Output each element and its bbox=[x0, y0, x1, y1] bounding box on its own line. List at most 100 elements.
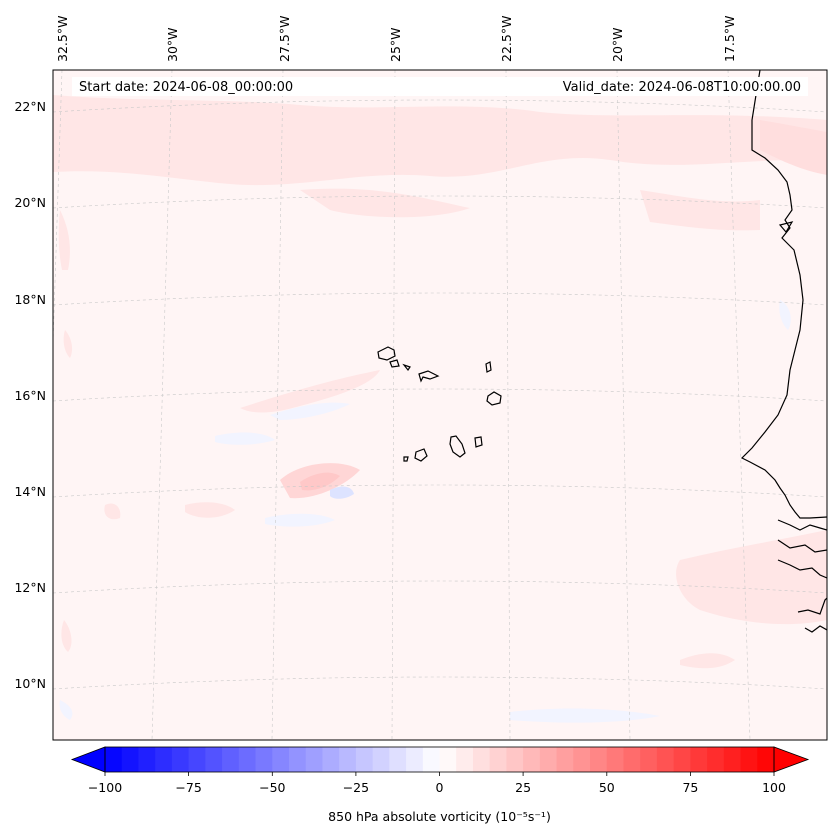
vorticity-patch bbox=[185, 502, 235, 518]
island-santiago bbox=[449, 435, 466, 458]
vorticity-patch bbox=[61, 620, 72, 652]
header-background bbox=[72, 77, 808, 96]
lon-tick-label: 17.5°W bbox=[722, 16, 737, 62]
lat-tick-labels: 22°N 20°N 18°N 16°N 14°N 12°N 10°N bbox=[14, 99, 46, 691]
colorbar-segment bbox=[339, 747, 357, 772]
colorbar-segment bbox=[439, 747, 457, 772]
colorbar-segment bbox=[506, 747, 524, 772]
colorbar-segment bbox=[105, 747, 123, 772]
island-santa-luzia bbox=[402, 363, 411, 372]
lat-tick-label: 16°N bbox=[14, 388, 46, 403]
colorbar-segment bbox=[690, 747, 708, 772]
vorticity-patch bbox=[680, 653, 735, 669]
island-sal bbox=[485, 361, 492, 373]
colorbar-segment bbox=[205, 747, 223, 772]
lon-tick-label: 25°W bbox=[388, 27, 403, 62]
colorbar-segment bbox=[673, 747, 691, 772]
colorbar-tick-label: 100 bbox=[762, 780, 786, 795]
west-africa-coastline bbox=[777, 539, 827, 553]
valid-date-label: Valid_date: 2024-06-08T10:00:00.00 bbox=[563, 80, 801, 95]
colorbar-segment bbox=[355, 747, 374, 772]
lon-tick-label: 30°W bbox=[165, 27, 180, 62]
vorticity-patch bbox=[779, 300, 791, 330]
colorbar-segment bbox=[707, 747, 725, 772]
colorbar-segment bbox=[372, 747, 390, 772]
colorbar-segment bbox=[188, 747, 206, 772]
lon-tick-label: 32.5°W bbox=[55, 16, 70, 62]
vorticity-patch bbox=[330, 486, 354, 499]
colorbar-segment bbox=[590, 747, 608, 772]
colorbar-segment bbox=[573, 747, 591, 772]
coastlines bbox=[377, 70, 827, 633]
lon-tick-label: 22.5°W bbox=[499, 16, 514, 62]
colorbar-segment bbox=[539, 747, 558, 772]
colorbar-segment bbox=[322, 747, 340, 772]
vorticity-patch bbox=[510, 708, 660, 723]
island-maio bbox=[474, 436, 483, 448]
lat-tick-label: 22°N bbox=[14, 99, 46, 114]
vorticity-patch bbox=[270, 402, 350, 420]
island-fogo bbox=[414, 448, 428, 462]
vorticity-patch bbox=[300, 188, 470, 218]
vorticity-patch bbox=[760, 120, 827, 175]
island-brava bbox=[403, 456, 409, 462]
colorbar-tick-label: 0 bbox=[436, 780, 444, 795]
colorbar-segment bbox=[138, 747, 156, 772]
vorticity-patch bbox=[63, 330, 73, 358]
vorticity-patch bbox=[640, 190, 760, 231]
colorbar: −100 −75 −50 −25 0 25 50 75 100 850 hPa … bbox=[70, 746, 810, 824]
west-africa-coastline bbox=[797, 597, 827, 615]
west-africa-coastline bbox=[777, 519, 827, 531]
vorticity-patch bbox=[58, 210, 70, 270]
colorbar-segment bbox=[623, 747, 641, 772]
lat-tick-label: 20°N bbox=[14, 195, 46, 210]
colorbar-segment bbox=[523, 747, 541, 772]
island-bijagos bbox=[778, 221, 794, 234]
colorbar-tick-label: −25 bbox=[343, 780, 369, 795]
colorbar-title: 850 hPa absolute vorticity (10⁻⁵s⁻¹) bbox=[328, 809, 551, 824]
lon-tick-label: 27.5°W bbox=[277, 16, 292, 62]
colorbar-segment bbox=[272, 747, 290, 772]
colorbar-segment bbox=[723, 747, 742, 772]
lat-tick-label: 12°N bbox=[14, 580, 46, 595]
vorticity-patch bbox=[215, 432, 275, 445]
colorbar-segments bbox=[105, 747, 775, 772]
colorbar-tick-label: −50 bbox=[259, 780, 285, 795]
colorbar-extend-min bbox=[70, 746, 106, 773]
colorbar-segment bbox=[640, 747, 658, 772]
colorbar-ticks bbox=[104, 772, 775, 776]
lat-tick-label: 14°N bbox=[14, 484, 46, 499]
colorbar-segment bbox=[740, 747, 758, 772]
colorbar-segment bbox=[556, 747, 574, 772]
map-frame bbox=[52, 69, 828, 741]
colorbar-segment bbox=[171, 747, 190, 772]
west-africa-coastline bbox=[777, 559, 827, 579]
colorbar-segment bbox=[757, 747, 775, 772]
start-date-label: Start date: 2024-06-08_00:00:00 bbox=[79, 80, 293, 95]
colorbar-segment bbox=[305, 747, 324, 772]
lat-tick-label: 18°N bbox=[14, 292, 46, 307]
west-africa-coastline bbox=[740, 70, 827, 519]
vorticity-patch bbox=[240, 370, 380, 413]
vorticity-patch bbox=[104, 503, 121, 520]
colorbar-segment bbox=[489, 747, 507, 772]
lat-tick-label: 10°N bbox=[14, 676, 46, 691]
island-boa-vista bbox=[486, 391, 502, 406]
vorticity-field bbox=[53, 95, 827, 723]
colorbar-segment bbox=[606, 747, 625, 772]
colorbar-segment bbox=[422, 747, 441, 772]
colorbar-segment bbox=[456, 747, 474, 772]
colorbar-tick-label: 25 bbox=[515, 780, 531, 795]
island-sao-nicolau bbox=[418, 370, 440, 383]
colorbar-segment bbox=[222, 747, 240, 772]
vorticity-patch bbox=[265, 513, 335, 527]
graticule bbox=[53, 70, 827, 740]
colorbar-segment bbox=[472, 747, 491, 772]
lon-tick-label: 20°W bbox=[610, 27, 625, 62]
vorticity-patch bbox=[53, 95, 827, 186]
colorbar-segment bbox=[656, 747, 675, 772]
colorbar-segment bbox=[238, 747, 257, 772]
colorbar-tick-label: −75 bbox=[175, 780, 201, 795]
island-santo-antao bbox=[377, 346, 396, 361]
